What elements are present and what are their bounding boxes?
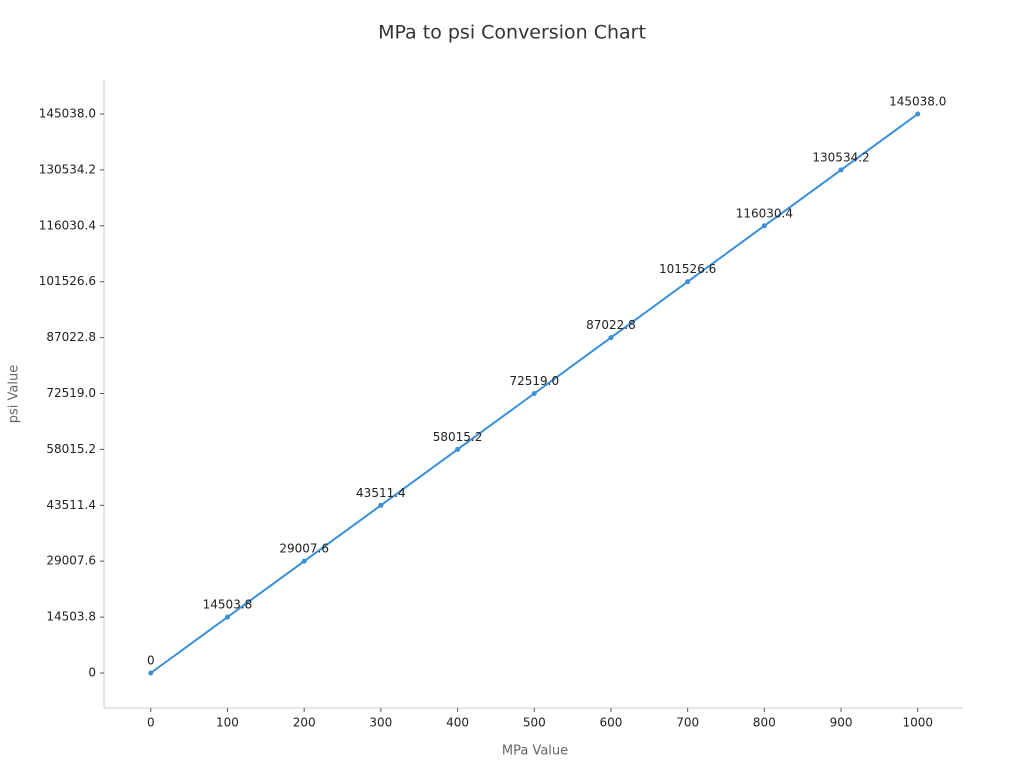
data-label: 116030.4 — [736, 206, 793, 220]
point — [378, 502, 384, 508]
data-label: 87022.8 — [586, 318, 636, 332]
x-tick-label: 500 — [523, 716, 546, 730]
x-axis-label: MPa Value — [502, 744, 568, 759]
data-label: 58015.2 — [433, 430, 483, 444]
y-tick-label: 116030.4 — [39, 218, 96, 232]
point — [838, 167, 844, 173]
x-tick-label: 100 — [216, 716, 239, 730]
y-tick-label: 145038.0 — [39, 107, 96, 121]
x-tick-label: 1000 — [902, 716, 933, 730]
data-label: 14503.8 — [203, 598, 253, 612]
y-tick-label: 87022.8 — [46, 330, 96, 344]
y-tick-label: 130534.2 — [39, 162, 96, 176]
point — [148, 670, 154, 676]
y-tick-label: 0 — [88, 666, 96, 680]
data-label: 29007.6 — [279, 542, 329, 556]
x-tick-label: 200 — [293, 716, 316, 730]
point — [301, 558, 307, 564]
y-tick-label: 72519.0 — [46, 386, 96, 400]
y-axis-label: psi Value — [7, 365, 22, 423]
point — [685, 279, 691, 285]
x-tick-label: 300 — [369, 716, 392, 730]
data-label: 101526.6 — [659, 262, 716, 276]
point — [224, 614, 230, 620]
data-label: 130534.2 — [812, 150, 869, 164]
y-tick-label: 43511.4 — [46, 498, 96, 512]
x-tick-label: 800 — [753, 716, 776, 730]
point — [915, 111, 921, 117]
x-tick-label: 700 — [676, 716, 699, 730]
data-label: 43511.4 — [356, 486, 406, 500]
point — [455, 446, 461, 452]
y-tick-label: 58015.2 — [46, 442, 96, 456]
point — [531, 391, 537, 397]
x-tick-label: 600 — [600, 716, 623, 730]
y-tick-label: 29007.6 — [46, 554, 96, 568]
x-tick-label: 900 — [830, 716, 853, 730]
point — [608, 335, 614, 341]
y-tick-label: 14503.8 — [46, 610, 96, 624]
x-tick-label: 0 — [147, 716, 155, 730]
x-tick-label: 400 — [446, 716, 469, 730]
data-label: 145038.0 — [889, 95, 946, 109]
data-label: 72519.0 — [509, 374, 559, 388]
data-label: 0 — [147, 654, 155, 668]
point — [761, 223, 767, 229]
chart-title: MPa to psi Conversion Chart — [378, 22, 646, 44]
y-tick-label: 101526.6 — [39, 274, 96, 288]
